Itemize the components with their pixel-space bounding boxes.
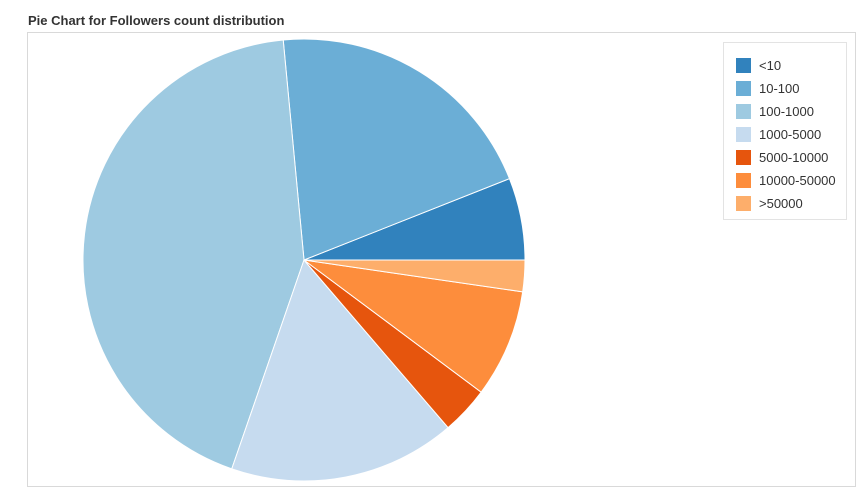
legend-label-5: 10000-50000 [759, 173, 836, 188]
legend-item-1[interactable]: 10-100 [736, 77, 846, 100]
legend-item-4[interactable]: 5000-10000 [736, 146, 846, 169]
legend: <10 10-100 100-1000 1000-5000 5000-10000 1000… [723, 42, 847, 220]
legend-label-3: 1000-5000 [759, 127, 822, 142]
legend-label-6: >50000 [759, 196, 803, 211]
legend-swatch-4 [736, 150, 751, 165]
legend-label-0: <10 [759, 58, 782, 73]
legend-label-2: 100-1000 [759, 104, 814, 119]
legend-swatch-0 [736, 58, 751, 73]
legend-item-2[interactable]: 100-1000 [736, 100, 846, 123]
pie-slice-1[interactable] [282, 38, 511, 261]
chart-title: Pie Chart for Followers count distributi… [28, 13, 285, 28]
legend-label-4: 5000-10000 [759, 150, 829, 165]
legend-label-1: 10-100 [759, 81, 800, 96]
legend-swatch-5 [736, 173, 751, 188]
legend-item-3[interactable]: 1000-5000 [736, 123, 846, 146]
legend-swatch-2 [736, 104, 751, 119]
legend-item-5[interactable]: 10000-50000 [736, 169, 846, 192]
legend-swatch-3 [736, 127, 751, 142]
legend-item-0[interactable]: <10 [736, 54, 846, 77]
pie-slice-5[interactable] [303, 259, 524, 393]
legend-swatch-1 [736, 81, 751, 96]
legend-item-6[interactable]: >50000 [736, 192, 846, 215]
pie-slice-6[interactable] [303, 259, 526, 293]
legend-swatch-6 [736, 196, 751, 211]
pie-slice-2[interactable] [82, 39, 305, 470]
pie-slice-3[interactable] [231, 259, 449, 482]
pie-slices [82, 38, 526, 482]
